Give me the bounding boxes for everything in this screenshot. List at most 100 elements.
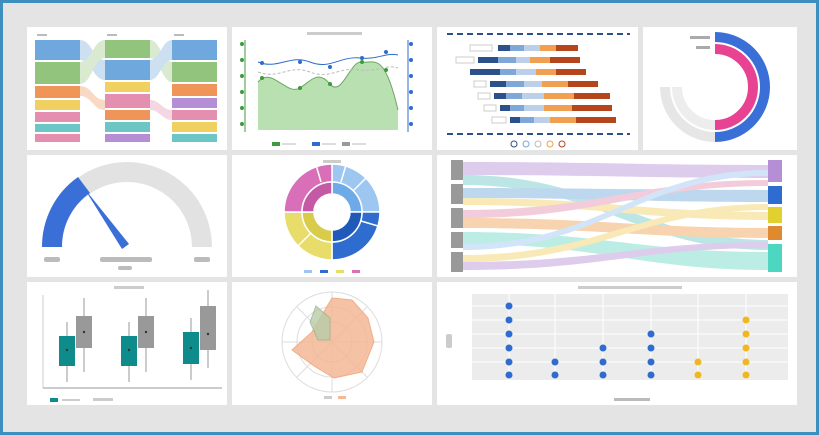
radar-chart [281, 291, 383, 399]
stacked-bar-chart-g-rect [536, 69, 556, 75]
area-chart-g [240, 42, 244, 126]
stacked-flow-chart-g-rect [35, 112, 80, 122]
stacked-bar-chart-g-rect [510, 117, 520, 123]
stacked-bar-chart-g-rect [510, 105, 524, 111]
stacked-bar-chart-g-rect [544, 93, 574, 99]
sunburst-chart-g-rect [336, 270, 344, 273]
stacked-bar-chart-g-rect [556, 45, 578, 51]
dot-plot-g-circle [742, 316, 750, 324]
stacked-bar-chart-g [455, 44, 507, 124]
stacked-bar-chart-g-circle [510, 140, 518, 148]
stacked-bar-chart-g-rect [455, 56, 475, 64]
stacked-flow-chart-g-rect [35, 86, 80, 98]
radial-bar-chart-g-rect [696, 46, 710, 49]
dot-plot-g-circle [599, 344, 607, 352]
dot-plot-g-circle [742, 371, 750, 379]
sankey-chart-g-rect [451, 252, 463, 272]
box-plot-g-circle [65, 348, 69, 352]
stacked-bar-chart-g-circle [546, 140, 554, 148]
stacked-bar-chart-g-rect [522, 93, 544, 99]
stacked-bar-chart-g-rect [556, 69, 586, 75]
box-plot-rect [62, 399, 80, 401]
stacked-bar-chart-g-rect [544, 105, 572, 111]
panels-rect [437, 155, 797, 277]
gauge-chart [41, 162, 212, 270]
stacked-bar-chart-g-circle [558, 140, 566, 148]
stacked-bar-chart-g [470, 45, 616, 123]
sunburst-chart-line [315, 164, 322, 183]
sunburst-chart-rect [323, 160, 341, 163]
area-chart-g-circle [260, 76, 264, 80]
radar-chart-path [309, 305, 331, 341]
area-chart-path [257, 53, 399, 65]
area-chart-g-circle [409, 74, 413, 78]
dot-plot-g-circle [551, 358, 559, 366]
stacked-bar-chart-g-rect [470, 69, 500, 75]
gauge-chart-g [44, 257, 210, 270]
sankey-chart-rect [768, 186, 782, 204]
stacked-bar-chart-g-circle [534, 140, 542, 148]
radial-bar-chart-path [672, 86, 716, 130]
dot-plot-g-circle [599, 371, 607, 379]
area-chart-g [282, 143, 366, 145]
stacked-flow-chart-g-path [80, 40, 105, 84]
dot-plot-g-circle [505, 371, 513, 379]
area-chart-g-rect [272, 142, 280, 146]
sunburst-chart-g-rect [304, 270, 312, 273]
radial-bar-chart-g-rect [690, 36, 710, 39]
sunburst-chart-line [360, 220, 379, 227]
area-chart-g-circle [409, 42, 413, 46]
radar-chart-rect [324, 396, 332, 399]
sunburst-chart-line [352, 177, 367, 192]
area-chart-g-rect [352, 143, 366, 145]
sankey-chart-g-path [463, 198, 768, 220]
sunburst-chart-path [301, 181, 333, 213]
dot-plot-g-circle [647, 358, 655, 366]
radial-bar-chart-g [690, 36, 710, 49]
area-chart-g [260, 60, 388, 90]
area-chart-g-circle [409, 122, 413, 126]
stacked-flow-chart-g-rect [105, 82, 150, 92]
box-plot-g-circle [144, 330, 148, 334]
stacked-bar-chart [447, 33, 630, 148]
area-chart-g-circle [384, 50, 388, 54]
dot-plot-g [505, 302, 655, 379]
sankey-chart-g [463, 162, 768, 270]
radial-bar-chart-path [714, 32, 770, 142]
dot-plot-rect [578, 286, 682, 289]
stacked-bar-chart-g-rect [520, 117, 534, 123]
stacked-bar-chart-g-rect [524, 105, 544, 111]
stacked-flow-chart-g-rect [35, 62, 80, 84]
box-plot-g-circle [189, 346, 193, 350]
stacked-bar-chart-g-rect [491, 116, 507, 124]
dot-plot-g-circle [694, 371, 702, 379]
stacked-bar-chart-g-rect [498, 57, 516, 63]
sankey-chart-g-rect [451, 208, 463, 228]
stacked-flow-chart-g-rect [105, 60, 150, 80]
sankey-chart-g-path [463, 218, 768, 238]
sankey-chart-g-path [463, 188, 768, 202]
stacked-bar-chart-g-rect [542, 81, 568, 87]
dot-plot-g-circle [505, 316, 513, 324]
stacked-flow-chart-g-rect [35, 134, 80, 142]
stacked-flow-chart-g [80, 40, 172, 120]
stacked-bar-chart-g-rect [516, 69, 536, 75]
area-chart-g-circle [240, 58, 244, 62]
radial-bar-chart [660, 32, 770, 142]
stacked-flow-chart [35, 34, 217, 142]
gauge-chart-path [84, 188, 129, 249]
box-plot-rect [114, 286, 144, 289]
stacked-bar-chart-g-rect [534, 117, 550, 123]
sunburst-chart-g-rect [320, 270, 328, 273]
stacked-bar-chart-g-rect [530, 57, 550, 63]
area-chart-g-circle [409, 106, 413, 110]
stacked-flow-chart-g-path [80, 40, 105, 80]
sankey-chart [451, 160, 782, 272]
stacked-flow-chart-g-rect [105, 40, 150, 58]
dot-plot-g-circle [505, 344, 513, 352]
area-chart-g-circle [240, 106, 244, 110]
area-chart-g [342, 142, 350, 146]
dot-plot-rect [614, 398, 650, 401]
sunburst-chart-g-rect [352, 270, 360, 273]
